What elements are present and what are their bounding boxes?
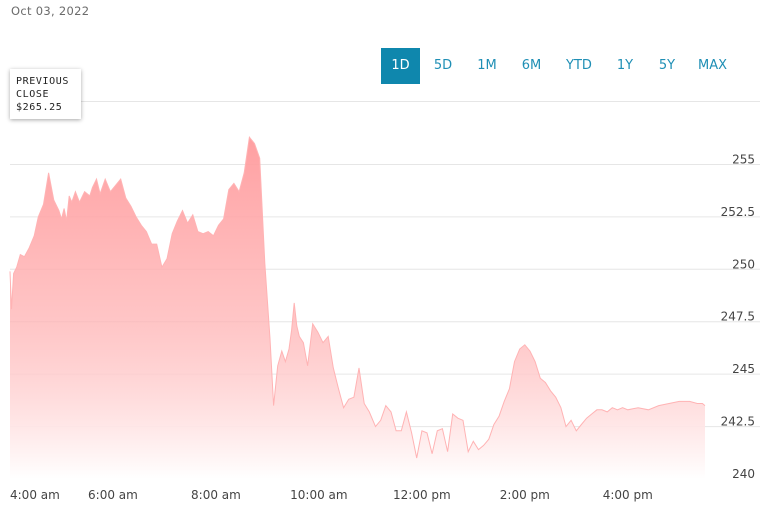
y-axis-ticks: 255 252.5 250 247.5 245 242.5 240 <box>721 152 755 481</box>
x-tick-label: 10:00 am <box>290 488 347 502</box>
range-ytd-button[interactable]: YTD <box>566 58 592 73</box>
range-5y-button[interactable]: 5Y <box>658 58 676 73</box>
previous-close-tooltip: PREVIOUS CLOSE $265.25 <box>10 69 81 119</box>
range-1y-button[interactable]: 1Y <box>616 58 634 73</box>
y-tick-label: 255 <box>732 152 755 166</box>
x-tick-label: 2:00 pm <box>500 488 550 502</box>
y-tick-label: 240 <box>732 467 755 481</box>
range-1m-button[interactable]: 1M <box>477 58 497 73</box>
range-6m-button[interactable]: 6M <box>521 58 542 73</box>
range-selector: 1D 5D 1M 6M YTD 1Y 5Y MAX <box>381 48 738 84</box>
x-tick-label: 4:00 am <box>10 488 60 502</box>
area-layer <box>9 135 706 479</box>
y-tick-label: 252.5 <box>721 205 755 219</box>
range-1d-button[interactable]: 1D <box>381 48 420 84</box>
previous-close-value: $265.25 <box>16 102 63 113</box>
x-tick-label: 12:00 pm <box>393 488 451 502</box>
date-label: Oct 03, 2022 <box>11 4 90 18</box>
x-axis-ticks: 4:00 am 6:00 am 8:00 am 10:00 am 12:00 pm 2:0… <box>10 488 653 502</box>
price-area <box>10 137 705 479</box>
y-tick-label: 250 <box>732 257 755 271</box>
y-tick-label: 242.5 <box>721 415 755 429</box>
y-tick-label: 247.5 <box>721 310 755 324</box>
x-tick-label: 6:00 am <box>88 488 138 502</box>
y-tick-label: 245 <box>732 362 755 376</box>
x-tick-label: 4:00 pm <box>603 488 653 502</box>
range-max-button[interactable]: MAX <box>697 58 727 73</box>
x-tick-label: 8:00 am <box>191 488 241 502</box>
previous-close-line1: PREVIOUS <box>16 76 69 87</box>
previous-close-line2: CLOSE <box>16 89 50 100</box>
range-5d-button[interactable]: 5D <box>433 58 453 73</box>
price-line <box>9 135 706 459</box>
